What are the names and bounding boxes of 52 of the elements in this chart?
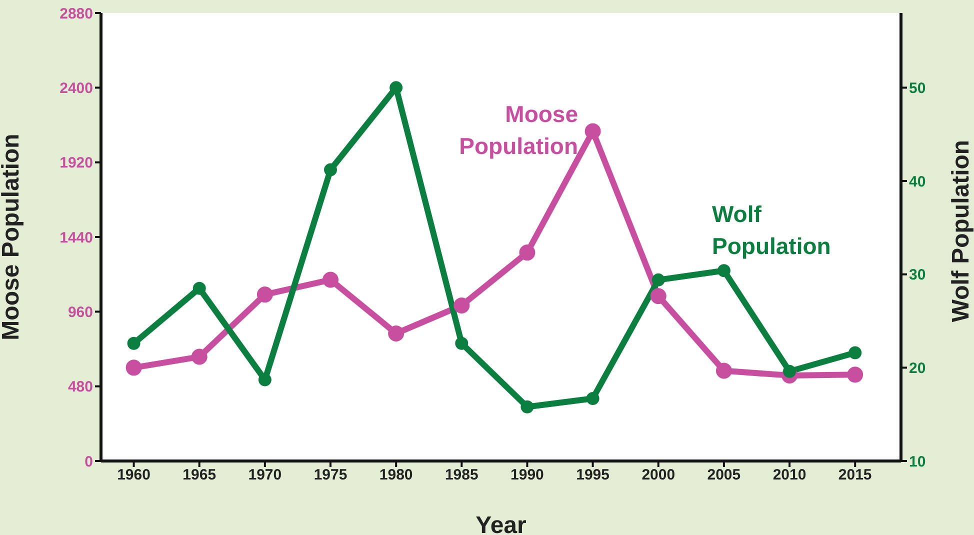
x-tick-label: 1990 (510, 466, 544, 484)
point (783, 364, 796, 378)
x-tick-label: 1995 (576, 466, 610, 484)
y-tick-label: 480 (68, 378, 93, 396)
point (519, 244, 536, 261)
point (650, 288, 666, 304)
x-tick-label: 1975 (314, 466, 348, 484)
y-tick-label: 0 (84, 453, 93, 470)
point (717, 264, 730, 278)
y-tick-label: 2880 (60, 5, 93, 22)
point (520, 400, 534, 414)
y-tick-label: 2400 (60, 80, 93, 97)
point (126, 360, 142, 376)
y2-axis-title: Wolf Population (948, 140, 974, 322)
y2-tick-label: 20 (909, 360, 926, 377)
point (652, 273, 665, 286)
y2-tick-label: 30 (909, 266, 926, 284)
y2-tick-label: 10 (909, 453, 926, 470)
x-axis-title: Year (476, 512, 526, 535)
point (586, 392, 600, 405)
x-tick-label: 1985 (444, 466, 478, 484)
x-tick-label: 2005 (707, 466, 741, 484)
point (848, 346, 862, 360)
x-tick-label: 1960 (117, 466, 150, 484)
point (192, 282, 206, 295)
point (388, 325, 404, 342)
point (191, 348, 208, 365)
y-tick-label: 1920 (60, 154, 93, 172)
y2-tick-label: 50 (909, 80, 926, 97)
y2-tick-label: 40 (909, 173, 926, 190)
y-tick-label: 1440 (60, 229, 93, 246)
x-tick-label: 2015 (838, 466, 872, 484)
y-axis-title: Moose Population (0, 134, 25, 340)
point (324, 163, 338, 176)
point (455, 336, 468, 350)
point (256, 286, 273, 303)
point (716, 362, 732, 379)
point (322, 272, 339, 288)
point (454, 297, 470, 314)
point (127, 336, 140, 350)
point (258, 373, 272, 386)
x-tick-label: 1970 (248, 466, 282, 484)
series-label: Wolf Population (712, 200, 832, 261)
point (390, 81, 403, 94)
point (847, 366, 864, 383)
point (584, 123, 601, 140)
x-tick-label: 1965 (182, 466, 216, 484)
x-tick-label: 1980 (379, 466, 413, 484)
x-tick-label: 2010 (772, 466, 806, 484)
x-tick-label: 2000 (642, 466, 676, 484)
series-label: Moose Population (458, 100, 578, 161)
y-tick-label: 960 (68, 304, 93, 321)
